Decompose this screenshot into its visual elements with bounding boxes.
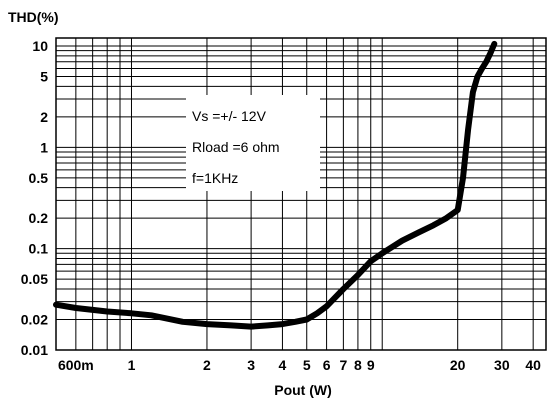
annotation-box <box>186 95 320 191</box>
y-tick-label: 10 <box>32 38 48 54</box>
y-tick-label: 0.02 <box>21 311 48 327</box>
x-tick-label: 7 <box>339 357 347 373</box>
x-tick-label: 2 <box>203 357 211 373</box>
plot-frame <box>55 37 547 351</box>
grid <box>56 38 546 351</box>
y-tick-label: 0.01 <box>21 342 48 358</box>
x-axis-label: Pout (W) <box>274 382 332 398</box>
x-tick-label: 600m <box>58 357 94 373</box>
data-series <box>53 40 498 330</box>
x-tick-label: 1 <box>128 357 136 373</box>
y-tick-label: 0.2 <box>29 210 49 226</box>
x-tick-label: 6 <box>323 357 331 373</box>
x-tick-label: 3 <box>247 357 255 373</box>
x-tick-labels: 600m 1 2 3 4 5 6 7 8 9 20 30 40 <box>58 357 541 373</box>
x-tick-label: 9 <box>367 357 375 373</box>
annotation-supply-voltage: Vs =+/- 12V <box>192 108 267 124</box>
y-tick-label: 5 <box>40 69 48 85</box>
x-tick-label: 30 <box>494 357 510 373</box>
x-tick-label: 8 <box>354 357 362 373</box>
y-axis-label: THD(%) <box>8 9 59 25</box>
y-tick-label: 0.5 <box>29 170 49 186</box>
x-tick-label: 4 <box>279 357 287 373</box>
y-tick-labels: 10 5 2 1 0.5 0.2 0.1 0.05 0.02 0.01 <box>21 38 48 358</box>
annotation-frequency: f=1KHz <box>192 170 238 186</box>
annotation-load-resistance: Rload =6 ohm <box>192 139 280 155</box>
y-tick-label: 2 <box>40 109 48 125</box>
x-tick-label: 20 <box>450 357 466 373</box>
thd-curve-line <box>53 40 498 330</box>
y-tick-label: 1 <box>40 139 48 155</box>
y-tick-label: 0.05 <box>21 271 48 287</box>
y-tick-label: 0.1 <box>29 241 49 257</box>
x-tick-label: 5 <box>303 357 311 373</box>
x-tick-label: 40 <box>525 357 541 373</box>
